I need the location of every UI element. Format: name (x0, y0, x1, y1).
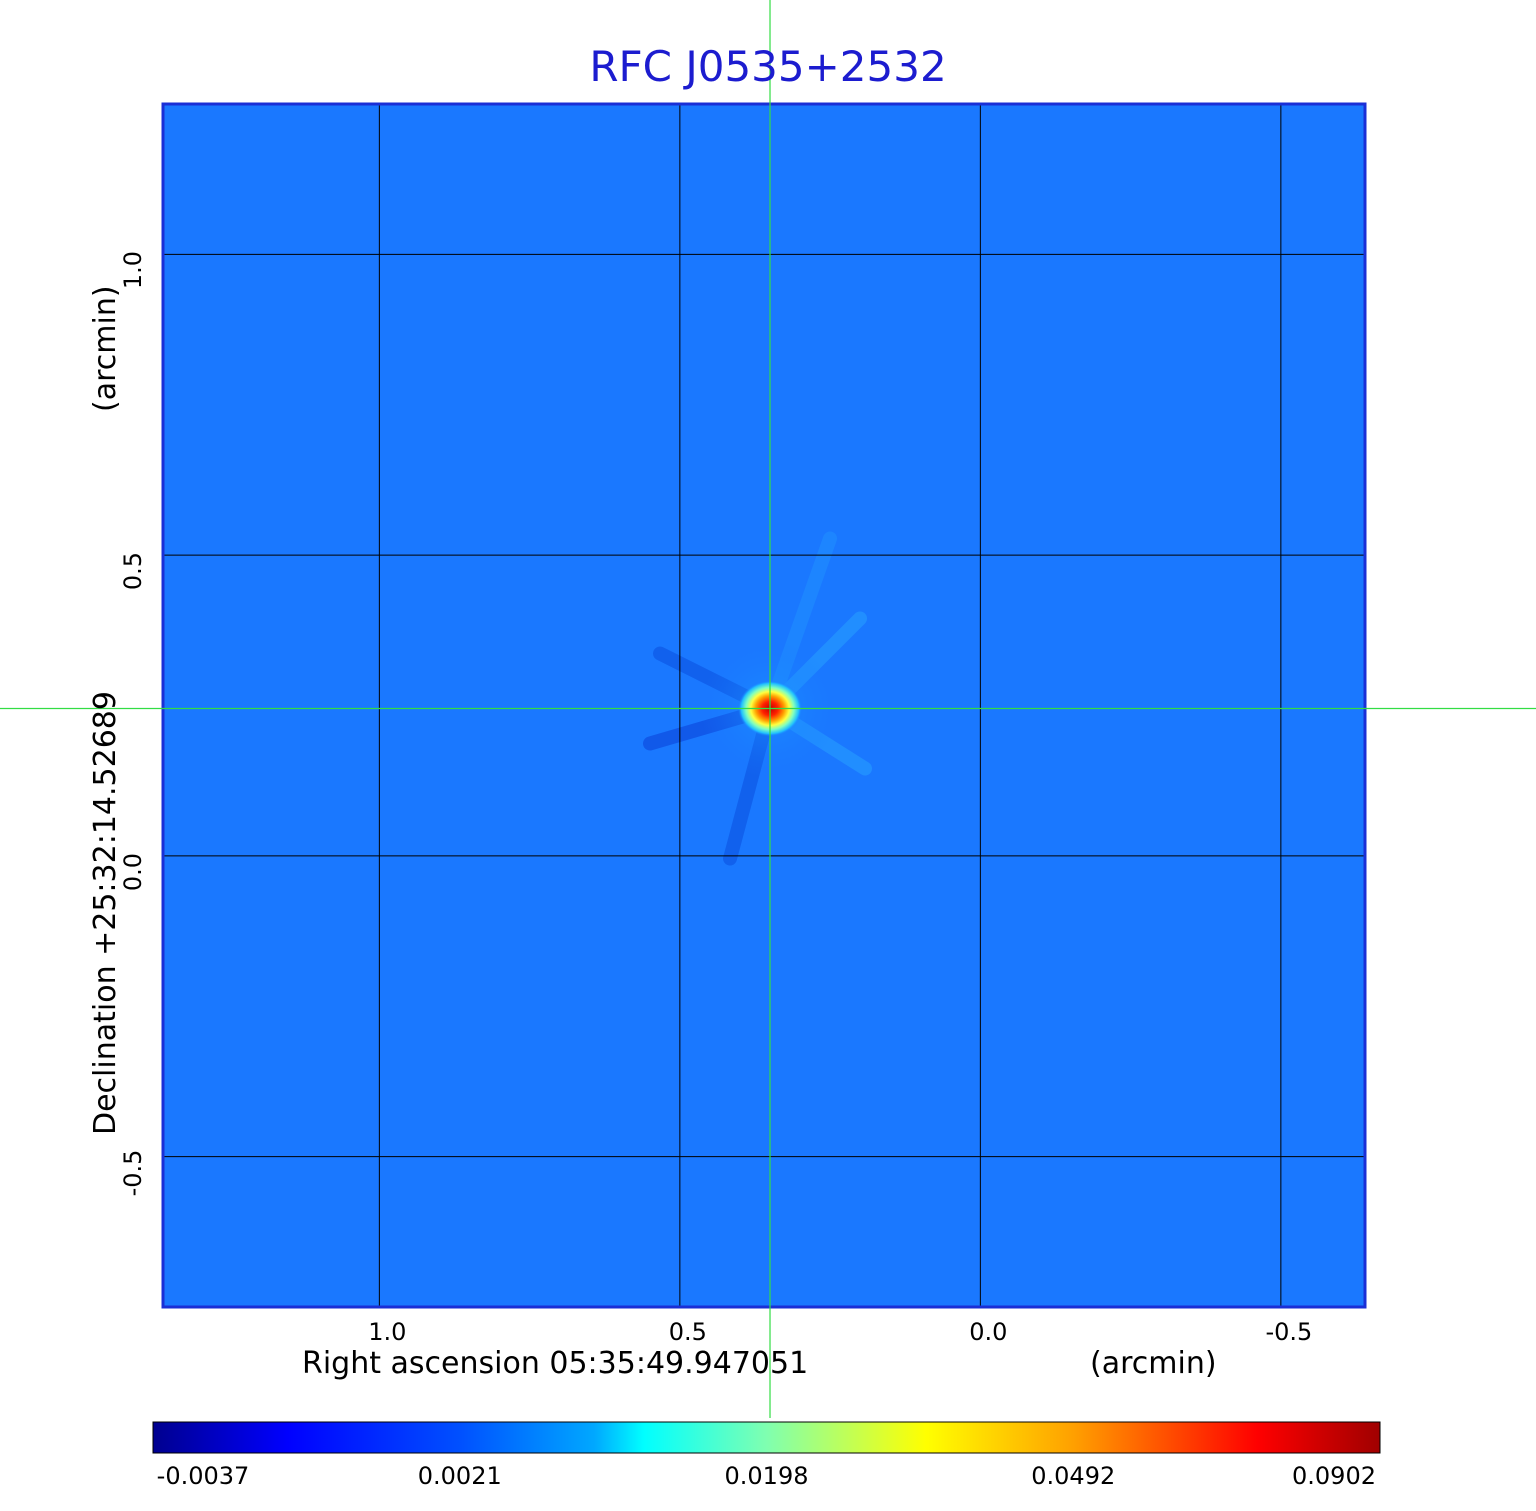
colorbar (152, 1421, 1381, 1454)
colorbar-tick-label: -0.0037 (156, 1462, 250, 1490)
y-tick-label: 1.0 (119, 251, 147, 290)
x-tick-label: 0.0 (969, 1318, 1008, 1346)
plot-frame (161, 102, 1367, 1309)
colorbar-tick-label: 0.0021 (417, 1462, 502, 1490)
y-axis-unit: (arcmin) (88, 285, 123, 412)
x-axis-unit: (arcmin) (1090, 1346, 1217, 1381)
chart-title: RFC J0535+2532 (589, 42, 947, 91)
colorbar-tick-label: 0.0902 (1292, 1462, 1376, 1490)
y-tick-label: 0.0 (119, 852, 147, 891)
x-tick-label: 0.5 (668, 1318, 707, 1346)
colorbar-tick-label: 0.0492 (1031, 1462, 1116, 1490)
x-axis-label: Right ascension 05:35:49.947051 (302, 1346, 809, 1381)
y-axis-label: Declination +25:32:14.52689 (88, 691, 123, 1135)
x-tick-label: 1.0 (368, 1318, 407, 1346)
colorbar-tick-label: 0.0198 (724, 1462, 809, 1490)
y-tick-label: 0.5 (119, 552, 147, 591)
y-tick-label: -0.5 (119, 1149, 147, 1197)
x-tick-label: -0.5 (1265, 1318, 1313, 1346)
